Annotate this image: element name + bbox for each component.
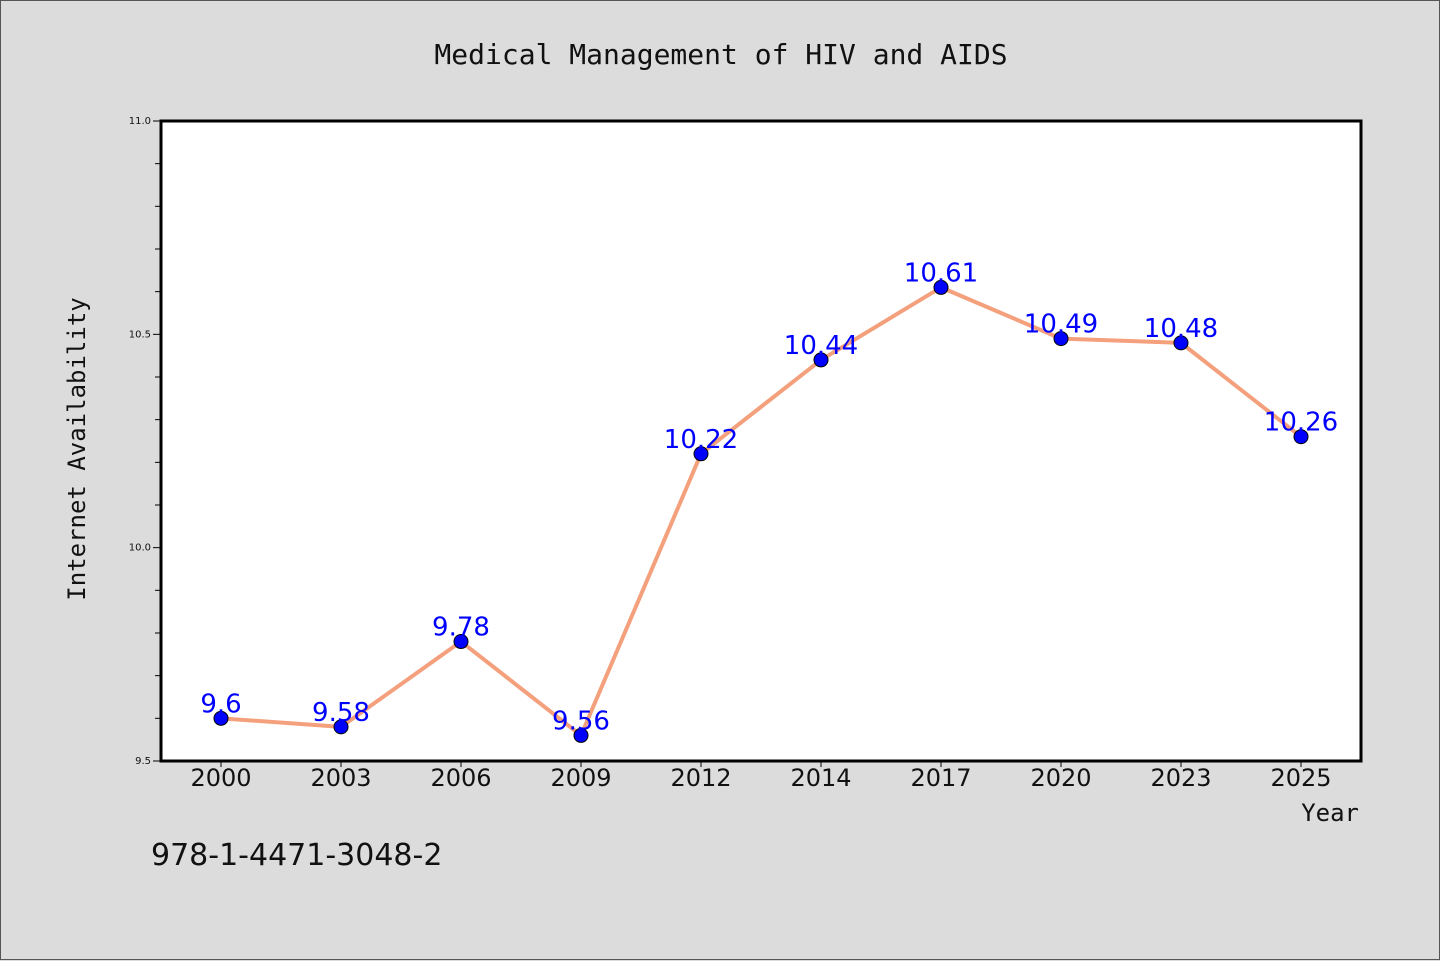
y-tick-label: 10.0: [129, 543, 151, 554]
data-label: 10.22: [664, 425, 738, 455]
data-point: [1173, 335, 1189, 351]
y-tick-label: 10.5: [129, 329, 151, 340]
x-tick-label: 2009: [550, 764, 611, 792]
data-label: 9.6: [200, 689, 241, 719]
x-tick-label: 2017: [910, 764, 971, 792]
isbn-text: 978-1-4471-3048-2: [151, 838, 442, 873]
series-line: [219, 285, 1303, 738]
data-point: [213, 710, 229, 726]
data-point: [333, 719, 349, 735]
x-tick-label: 2014: [790, 764, 851, 792]
plot-area: [159, 119, 1363, 763]
data-label: 10.44: [784, 331, 858, 361]
data-label: 9.58: [312, 698, 370, 728]
y-tick-label: 9.5: [135, 756, 151, 767]
x-tick-label: 2025: [1270, 764, 1331, 792]
series-group: [213, 279, 1309, 743]
chart-title: Medical Management of HIV and AIDS: [434, 38, 1007, 71]
data-point: [573, 727, 589, 743]
x-axis-label: Year: [1301, 799, 1359, 827]
data-label: 10.49: [1024, 310, 1098, 340]
y-axis: 9.5 10.0 10.5 11.0: [129, 116, 161, 767]
data-label: 9.78: [432, 613, 490, 643]
data-point: [933, 279, 949, 295]
data-point: [813, 352, 829, 368]
data-point: [453, 634, 469, 650]
x-tick-label: 2000: [190, 764, 251, 792]
x-tick-label: 2023: [1150, 764, 1211, 792]
data-label: 10.26: [1264, 408, 1338, 438]
x-tick-label: 2006: [430, 764, 491, 792]
y-tick-label: 11.0: [129, 116, 151, 127]
data-point: [693, 446, 709, 462]
y-axis-label: Internet Availability: [63, 297, 91, 600]
data-label: 10.61: [904, 258, 978, 288]
data-labels: 9.6 9.58 9.78 9.56 10.22 10.44 10.61 10.49 10.48…: [200, 258, 1338, 736]
data-point: [1053, 331, 1069, 347]
x-tick-label: 2012: [670, 764, 731, 792]
data-label: 9.56: [552, 706, 610, 736]
data-label: 10.48: [1144, 314, 1218, 344]
x-tick-label: 2003: [310, 764, 371, 792]
x-tick-label: 2020: [1030, 764, 1091, 792]
data-point: [1293, 429, 1309, 445]
x-axis: 2000 2003 2006 2009 2012 2014 2017 2020 2023 2025: [190, 761, 1332, 792]
